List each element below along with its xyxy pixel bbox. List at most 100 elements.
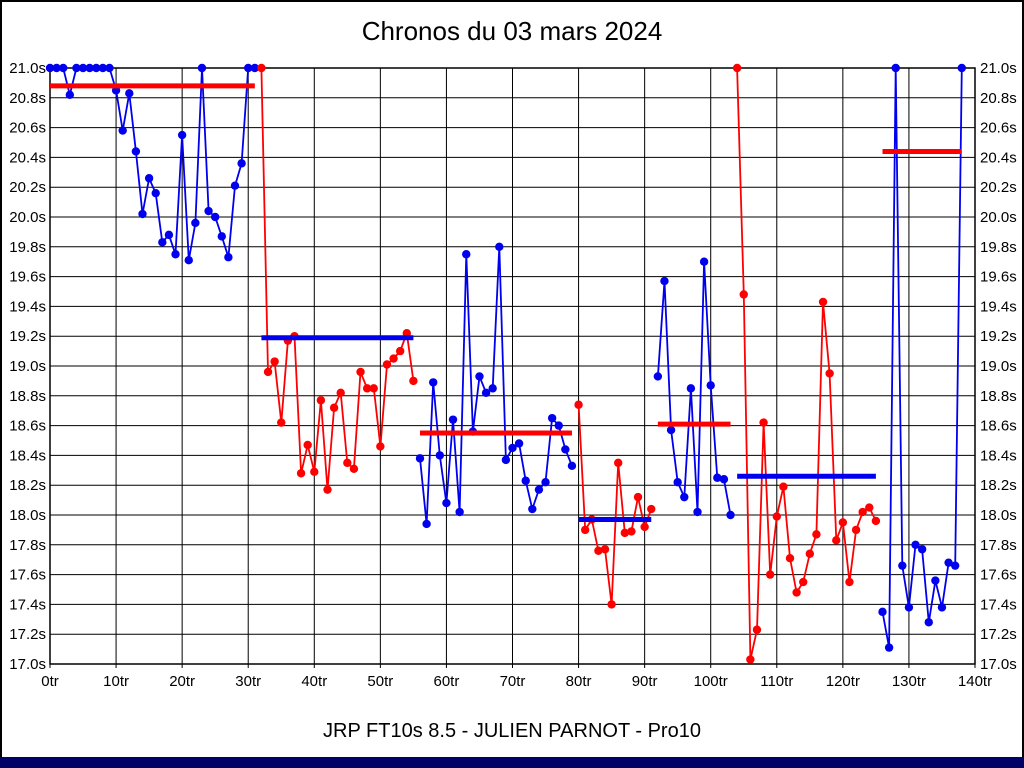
data-point [739, 290, 748, 299]
data-point [158, 238, 167, 247]
data-point [627, 527, 636, 536]
data-point [607, 600, 616, 609]
data-point [686, 384, 696, 393]
x-tick-label: 120tr [826, 673, 860, 690]
data-point [210, 212, 220, 222]
data-point [554, 421, 563, 430]
x-tick-label: 70tr [500, 673, 526, 690]
data-point [171, 250, 180, 259]
data-point [230, 181, 240, 190]
y-tick-label-left: 20.6s [9, 120, 46, 137]
data-point [250, 63, 260, 73]
segment-2-line [260, 67, 415, 491]
data-point [422, 519, 431, 529]
data-point [144, 174, 154, 183]
data-point [673, 478, 682, 487]
data-point [329, 403, 339, 412]
y-tick-label-right: 19.4s [980, 298, 1017, 315]
data-point [435, 451, 445, 460]
y-tick-label-right: 17.0s [980, 656, 1017, 673]
data-point [131, 147, 141, 156]
x-tick-label: 30tr [235, 673, 261, 690]
y-tick-label-right: 17.8s [980, 537, 1017, 554]
y-tick-label-left: 20.4s [9, 149, 46, 166]
y-tick-label-left: 20.8s [9, 90, 46, 107]
data-point [693, 507, 702, 517]
data-point [151, 188, 160, 198]
y-tick-label-left: 19.4s [9, 298, 46, 315]
data-point [944, 558, 953, 567]
data-point [204, 206, 213, 216]
data-point [653, 372, 663, 381]
data-point [98, 63, 108, 73]
data-point [501, 455, 511, 465]
data-point [224, 253, 233, 262]
segment-6-line [736, 67, 877, 661]
data-point [455, 507, 464, 517]
data-point [851, 525, 861, 535]
data-point [884, 643, 894, 652]
data-point [415, 454, 425, 463]
data-point [72, 63, 81, 73]
x-tick-label: 90tr [632, 673, 658, 690]
data-point [164, 230, 174, 240]
data-point [52, 63, 61, 73]
data-point [395, 346, 405, 356]
chart-footer: JRP FT10s 8.5 - JULIEN PARNOT - Pro10 [323, 720, 701, 742]
x-tick-label: 110tr [760, 673, 793, 690]
data-point [898, 561, 907, 570]
data-point [481, 388, 491, 398]
y-tick-label-right: 19.2s [980, 328, 1017, 345]
y-tick-label-left: 17.0s [9, 656, 46, 673]
data-point [197, 63, 207, 73]
data-point [138, 209, 147, 219]
data-point [917, 545, 927, 554]
data-point [759, 418, 768, 427]
y-tick-label-right: 18.6s [980, 418, 1017, 435]
data-point [508, 443, 517, 453]
data-point [699, 257, 709, 266]
data-point [680, 492, 689, 502]
data-point [92, 63, 101, 73]
data-point [343, 458, 352, 468]
y-tick-label-left: 19.2s [9, 328, 46, 345]
data-point [838, 518, 848, 527]
data-point [732, 63, 742, 73]
data-point [323, 485, 332, 494]
data-point [356, 367, 365, 377]
y-tick-label-right: 20.8s [980, 90, 1017, 107]
data-point [818, 297, 828, 307]
y-tick-label-right: 18.2s [980, 477, 1017, 494]
data-point [832, 536, 841, 545]
x-tick-label: 140tr [958, 673, 992, 690]
data-point [191, 218, 200, 228]
data-point [911, 540, 920, 549]
data-point [713, 473, 722, 482]
y-tick-label-right: 20.2s [980, 179, 1017, 196]
y-tick-label-left: 17.4s [9, 596, 46, 613]
y-tick-label-right: 20.0s [980, 209, 1017, 226]
y-tick-label-left: 20.0s [9, 209, 46, 226]
data-point [785, 554, 795, 563]
data-point [177, 130, 187, 140]
data-point [184, 256, 193, 265]
x-tick-label: 80tr [566, 673, 592, 690]
data-point [349, 464, 359, 474]
data-point [561, 445, 570, 454]
data-point [429, 378, 438, 387]
data-point [931, 576, 940, 585]
y-tick-label-right: 20.4s [980, 149, 1017, 166]
data-point [660, 276, 669, 286]
data-point [389, 354, 398, 363]
data-point [600, 545, 610, 554]
y-tick-label-left: 17.8s [9, 537, 46, 554]
data-point [534, 485, 544, 494]
data-point [244, 63, 253, 73]
data-point [85, 63, 94, 73]
data-point [78, 63, 88, 73]
y-tick-label-left: 19.6s [9, 269, 46, 286]
data-point [620, 528, 630, 538]
y-tick-label-left: 18.8s [9, 388, 46, 405]
y-tick-label-left: 20.2s [9, 179, 46, 196]
